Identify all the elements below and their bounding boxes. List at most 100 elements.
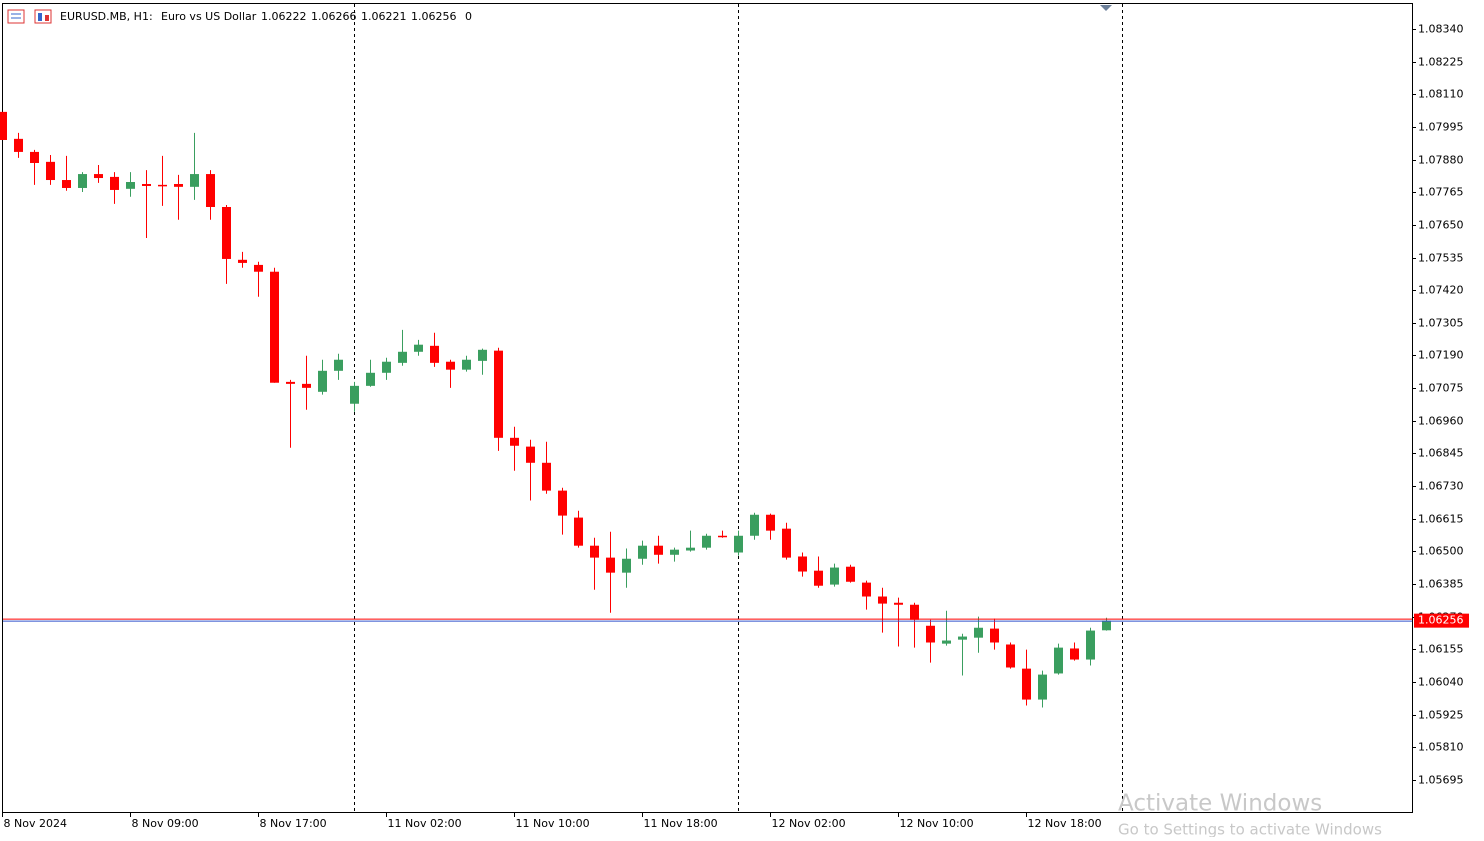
price-tag-label: 1.06256 xyxy=(1418,614,1464,627)
y-tick-label: 1.05695 xyxy=(1418,774,1464,787)
x-tick-label: 12 Nov 10:00 xyxy=(900,817,974,830)
y-tick-label: 1.07995 xyxy=(1418,121,1464,134)
candle-body xyxy=(0,111,7,140)
header-high: 1.06266 xyxy=(311,10,357,23)
candle-body xyxy=(206,174,215,207)
x-tick-label: 11 Nov 10:00 xyxy=(516,817,590,830)
header-close: 1.06256 xyxy=(411,10,457,23)
candle-body xyxy=(814,570,823,586)
candle-body xyxy=(974,627,983,638)
candle-body xyxy=(830,567,839,585)
candle-body xyxy=(510,437,519,446)
icon xyxy=(38,13,42,21)
candle-body xyxy=(670,549,679,555)
icon xyxy=(7,9,25,24)
watermark: Activate Windows xyxy=(1118,791,1322,817)
y-tick-label: 1.07075 xyxy=(1418,382,1464,395)
candle-body xyxy=(30,151,39,163)
candle-body xyxy=(398,351,407,363)
candle-body xyxy=(238,259,247,263)
candle-body xyxy=(686,547,695,551)
candle-body xyxy=(798,556,807,572)
candle-body xyxy=(158,184,167,187)
header-open: 1.06222 xyxy=(261,10,307,23)
x-tick-label: 11 Nov 02:00 xyxy=(388,817,462,830)
candle-body xyxy=(574,517,583,546)
plot-frame xyxy=(2,3,1413,813)
y-tick-label: 1.07650 xyxy=(1418,219,1464,232)
x-tick-label: 8 Nov 2024 xyxy=(4,817,67,830)
header-volume: 0 xyxy=(465,10,472,23)
candle-body xyxy=(1022,668,1031,700)
y-tick-label: 1.08225 xyxy=(1418,56,1464,69)
icon xyxy=(45,15,49,21)
candle-body xyxy=(942,640,951,644)
candle-body xyxy=(1006,644,1015,668)
y-tick-label: 1.06040 xyxy=(1418,676,1464,689)
header-description: Euro vs US Dollar xyxy=(161,10,257,23)
candle-body xyxy=(254,264,263,272)
candle-body xyxy=(430,345,439,363)
candle-body xyxy=(46,161,55,181)
candle-body xyxy=(526,446,535,463)
x-tick-label: 12 Nov 18:00 xyxy=(1028,817,1102,830)
candle-body xyxy=(1086,630,1095,660)
candle-body xyxy=(782,528,791,558)
x-tick-label: 12 Nov 02:00 xyxy=(772,817,846,830)
candle-body xyxy=(478,349,487,361)
y-tick-label: 1.07305 xyxy=(1418,317,1464,330)
header-icons xyxy=(7,9,52,24)
y-tick-label: 1.05810 xyxy=(1418,741,1464,754)
candle-body xyxy=(126,182,135,189)
x-tick-label: 8 Nov 17:00 xyxy=(260,817,327,830)
candle-body xyxy=(190,174,199,187)
watermark: Go to Settings to activate Windows xyxy=(1118,821,1382,838)
y-tick-label: 1.07880 xyxy=(1418,154,1464,167)
candle-body xyxy=(382,361,391,373)
candle-body xyxy=(94,174,103,179)
candle-body xyxy=(318,370,327,392)
candle-body xyxy=(702,535,711,548)
y-tick-label: 1.06960 xyxy=(1418,415,1464,428)
candle-body xyxy=(558,490,567,516)
y-tick-label: 1.06845 xyxy=(1418,447,1464,460)
candle-body xyxy=(334,359,343,371)
candle-body xyxy=(222,206,231,259)
price-tag xyxy=(1414,613,1469,628)
y-tick-label: 1.08110 xyxy=(1418,88,1464,101)
candle-body xyxy=(766,514,775,531)
shift-marker xyxy=(1100,5,1112,11)
candle-body xyxy=(14,138,23,152)
candle-body xyxy=(110,176,119,190)
candle-body xyxy=(1102,620,1111,631)
x-tick-label: 8 Nov 09:00 xyxy=(132,817,199,830)
y-tick-label: 1.07420 xyxy=(1418,284,1464,297)
candle-body xyxy=(862,582,871,597)
y-tick-label: 1.07765 xyxy=(1418,186,1464,199)
candle-body xyxy=(846,566,855,582)
candle-body xyxy=(894,602,903,605)
candle-body xyxy=(366,372,375,386)
candle-body xyxy=(542,462,551,491)
candle-body xyxy=(990,628,999,643)
header-symbol: EURUSD.MB, H1: xyxy=(60,10,153,23)
candle-body xyxy=(446,361,455,370)
candle-body xyxy=(350,385,359,404)
candle-body xyxy=(462,359,471,370)
candle-body xyxy=(878,596,887,604)
candle-body xyxy=(1054,647,1063,674)
candle-body xyxy=(302,383,311,388)
candle-body xyxy=(142,183,151,186)
y-tick-label: 1.05925 xyxy=(1418,709,1464,722)
candle-body xyxy=(734,535,743,553)
candle-body xyxy=(638,545,647,559)
y-tick-label: 1.07535 xyxy=(1418,252,1464,265)
y-tick-label: 1.06730 xyxy=(1418,480,1464,493)
candle-body xyxy=(622,558,631,573)
y-tick-label: 1.06615 xyxy=(1418,513,1464,526)
candle-body xyxy=(750,514,759,536)
candle-body xyxy=(718,535,727,538)
header-low: 1.06221 xyxy=(361,10,407,23)
candle-body xyxy=(174,183,183,187)
